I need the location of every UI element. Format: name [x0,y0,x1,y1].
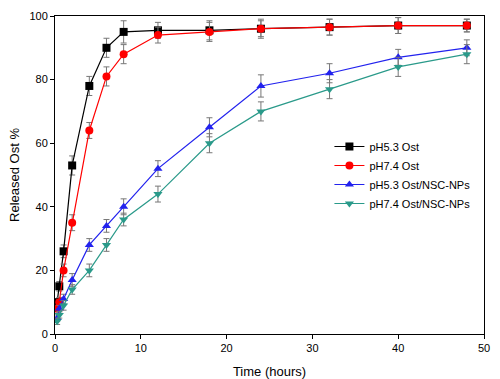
svg-text:10: 10 [135,342,147,354]
svg-text:40: 40 [392,342,404,354]
svg-text:Time (hours): Time (hours) [233,364,306,379]
svg-text:Released Ost %: Released Ost % [7,128,22,222]
svg-text:40: 40 [36,201,48,213]
svg-text:50: 50 [478,342,490,354]
svg-text:30: 30 [306,342,318,354]
svg-text:pH5.3 Ost/NSC-NPs: pH5.3 Ost/NSC-NPs [369,179,470,191]
svg-text:80: 80 [36,73,48,85]
svg-text:20: 20 [220,342,232,354]
svg-text:pH7.4 Ost: pH7.4 Ost [369,160,419,172]
svg-text:pH7.4 Ost/NSC-NPs: pH7.4 Ost/NSC-NPs [369,198,470,210]
svg-text:100: 100 [29,10,47,22]
svg-text:0: 0 [42,328,48,340]
svg-text:0: 0 [52,342,58,354]
svg-text:pH5.3 Ost: pH5.3 Ost [369,141,419,153]
svg-text:20: 20 [36,264,48,276]
svg-text:60: 60 [36,137,48,149]
